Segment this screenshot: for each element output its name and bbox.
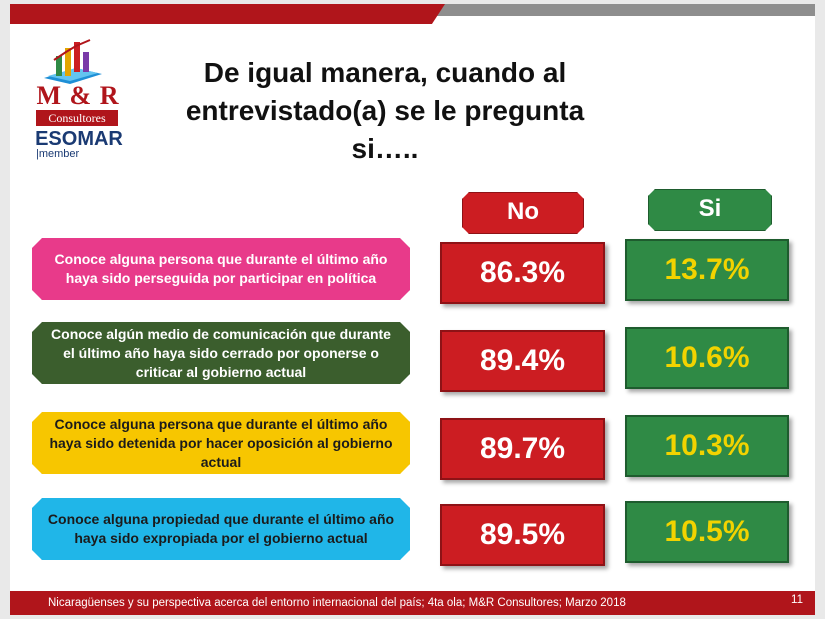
value-si: 10.3% bbox=[625, 415, 789, 477]
top-red-band bbox=[10, 4, 445, 24]
value-no: 89.4% bbox=[440, 330, 605, 392]
question-label: Conoce alguna persona que durante el últ… bbox=[32, 412, 410, 474]
value-no: 89.7% bbox=[440, 418, 605, 480]
question-label: Conoce alguna persona que durante el últ… bbox=[32, 238, 410, 300]
footer-source: Nicaragüenses y su perspectiva acerca de… bbox=[48, 597, 626, 609]
value-si: 10.6% bbox=[625, 327, 789, 389]
value-si: 10.5% bbox=[625, 501, 789, 563]
value-no: 86.3% bbox=[440, 242, 605, 304]
question-label: Conoce alguna propiedad que durante el ú… bbox=[32, 498, 410, 560]
value-no: 89.5% bbox=[440, 504, 605, 566]
bar-chart-logo-icon bbox=[44, 39, 102, 84]
column-header-si: Si bbox=[648, 189, 772, 231]
logo-brand: M & R bbox=[36, 81, 120, 110]
column-header-no: No bbox=[462, 192, 584, 234]
logo-consultores: Consultores bbox=[36, 110, 118, 126]
logo-member-text: member bbox=[38, 148, 80, 160]
logo-esomar: ESOMAR bbox=[35, 128, 123, 150]
page-number: 11 bbox=[791, 594, 803, 606]
value-si: 13.7% bbox=[625, 239, 789, 301]
slide-title: De igual manera, cuando al entrevistado(… bbox=[185, 57, 585, 164]
question-label: Conoce algún medio de comunicación que d… bbox=[32, 322, 410, 384]
logo-member: |member bbox=[36, 148, 80, 160]
mr-consultores-logo: M & R Consultores ESOMAR |member bbox=[32, 38, 132, 162]
slide: M & R Consultores ESOMAR |member De igua… bbox=[10, 4, 815, 615]
footer-bar: Nicaragüenses y su perspectiva acerca de… bbox=[10, 591, 815, 615]
